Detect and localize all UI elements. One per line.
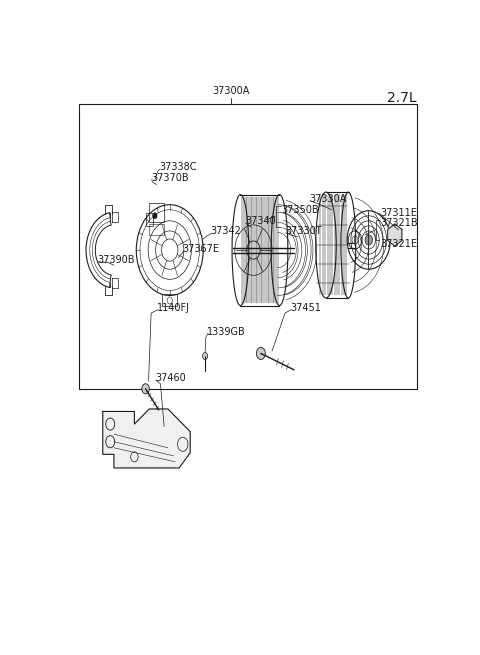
Text: 37350B: 37350B bbox=[281, 205, 319, 215]
Text: 37390B: 37390B bbox=[97, 255, 135, 265]
Text: 37321B: 37321B bbox=[380, 218, 418, 229]
Text: 37321E: 37321E bbox=[380, 238, 417, 248]
Bar bbox=[149, 224, 164, 235]
Bar bbox=[149, 203, 164, 222]
Text: 37460: 37460 bbox=[155, 373, 186, 383]
Text: 2.7L: 2.7L bbox=[387, 91, 417, 105]
Text: 37451: 37451 bbox=[290, 303, 322, 313]
Circle shape bbox=[256, 347, 265, 360]
Bar bbox=[162, 295, 177, 305]
Text: 37340: 37340 bbox=[245, 216, 276, 227]
Bar bbox=[79, 104, 417, 389]
Text: 37367E: 37367E bbox=[183, 244, 220, 254]
Circle shape bbox=[142, 384, 149, 394]
Text: 1339GB: 1339GB bbox=[207, 327, 246, 337]
Text: 37330A: 37330A bbox=[309, 194, 347, 204]
Text: 37370B: 37370B bbox=[151, 173, 189, 183]
Text: 37330T: 37330T bbox=[285, 226, 322, 236]
Text: 1140FJ: 1140FJ bbox=[156, 303, 190, 313]
Polygon shape bbox=[388, 224, 402, 246]
Text: 37300A: 37300A bbox=[213, 86, 250, 96]
Text: 37342: 37342 bbox=[211, 227, 241, 236]
Text: 37311E: 37311E bbox=[380, 208, 417, 218]
Circle shape bbox=[365, 235, 372, 245]
Text: 37338C: 37338C bbox=[159, 162, 197, 172]
Circle shape bbox=[203, 352, 208, 360]
Circle shape bbox=[153, 213, 157, 219]
Polygon shape bbox=[103, 409, 190, 468]
Bar bbox=[145, 214, 153, 226]
